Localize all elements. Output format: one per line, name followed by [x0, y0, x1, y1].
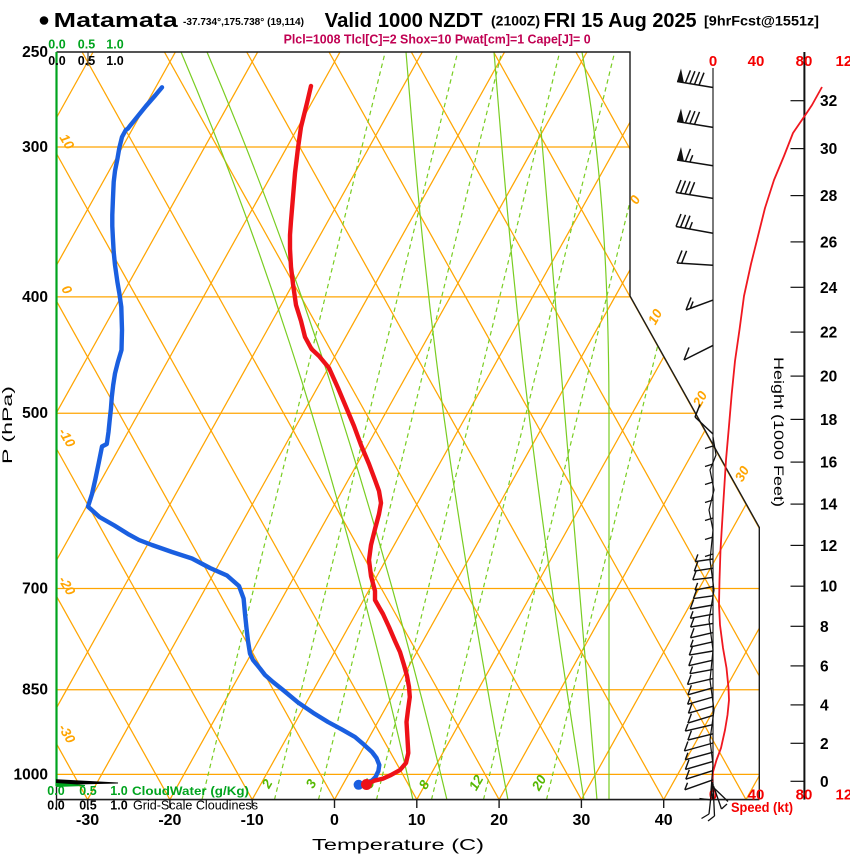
svg-text:80: 80	[796, 53, 813, 70]
svg-text:0.5: 0.5	[78, 38, 95, 52]
svg-text:1.0: 1.0	[106, 38, 123, 52]
svg-text:0.0: 0.0	[47, 799, 64, 813]
svg-text:24: 24	[820, 280, 838, 297]
svg-text:30: 30	[732, 463, 753, 484]
svg-text:0.0: 0.0	[48, 38, 65, 52]
svg-text:0.0: 0.0	[47, 784, 64, 798]
svg-text:CloudWater (g/Kg): CloudWater (g/Kg)	[132, 784, 249, 798]
svg-text:22: 22	[820, 325, 837, 342]
svg-text:12: 12	[466, 772, 487, 793]
svg-text:0.5: 0.5	[79, 784, 96, 798]
svg-text:40: 40	[655, 812, 673, 829]
svg-text:32: 32	[820, 93, 837, 110]
svg-text:850: 850	[22, 682, 48, 699]
svg-text:1000: 1000	[14, 766, 48, 783]
svg-text:(2100Z): (2100Z)	[491, 13, 540, 29]
svg-text:0: 0	[709, 53, 717, 70]
svg-text:0: 0	[330, 812, 339, 829]
svg-text:20: 20	[689, 388, 710, 410]
svg-text:Grid-Scale Cloudiness: Grid-Scale Cloudiness	[133, 799, 258, 813]
svg-text:Plcl=1008 Tlcl[C]=2 Shox=10 Pw: Plcl=1008 Tlcl[C]=2 Shox=10 Pwat[cm]=1 C…	[284, 33, 591, 47]
svg-text:2: 2	[820, 736, 829, 753]
svg-text:10: 10	[408, 812, 426, 829]
svg-text:26: 26	[820, 234, 838, 251]
svg-text:10: 10	[820, 579, 837, 596]
svg-text:120: 120	[835, 53, 850, 70]
svg-text:Speed (kt): Speed (kt)	[731, 800, 793, 815]
svg-text:-30: -30	[76, 812, 99, 829]
svg-text:P (hPa): P (hPa)	[0, 386, 15, 464]
svg-text:80: 80	[796, 787, 813, 804]
svg-text:1.0: 1.0	[110, 784, 127, 798]
svg-text:FRI 15 Aug 2025: FRI 15 Aug 2025	[544, 10, 697, 32]
svg-text:-20: -20	[158, 812, 181, 829]
svg-text:6: 6	[820, 658, 829, 675]
svg-text:30: 30	[573, 812, 591, 829]
svg-text:16: 16	[820, 455, 838, 472]
svg-text:Valid 1000 NZDT: Valid 1000 NZDT	[325, 10, 483, 32]
svg-text:Temperature (C): Temperature (C)	[312, 837, 484, 854]
svg-text:0: 0	[820, 774, 829, 791]
svg-text:20: 20	[820, 369, 837, 386]
svg-text:[9hrFcst@1551z]: [9hrFcst@1551z]	[704, 14, 819, 29]
svg-text:-37.734°,175.738° (19,114): -37.734°,175.738° (19,114)	[183, 16, 304, 28]
svg-text:-10: -10	[241, 812, 264, 829]
svg-text:14: 14	[820, 497, 838, 514]
svg-text:40: 40	[748, 53, 765, 70]
svg-text:Matamata: Matamata	[54, 10, 179, 32]
svg-text:12: 12	[820, 538, 837, 555]
svg-text:1.0: 1.0	[106, 54, 123, 68]
svg-text:0.5: 0.5	[78, 54, 95, 68]
svg-text:10: 10	[645, 306, 666, 327]
svg-text:20: 20	[490, 812, 508, 829]
svg-text:20: 20	[528, 772, 549, 794]
svg-text:18: 18	[820, 412, 838, 429]
svg-text:4: 4	[820, 697, 829, 714]
svg-text:400: 400	[22, 289, 48, 306]
svg-text:8: 8	[820, 619, 829, 636]
svg-text:0.5: 0.5	[79, 799, 96, 813]
svg-text:0.0: 0.0	[48, 54, 65, 68]
svg-text:40: 40	[748, 787, 765, 804]
svg-text:700: 700	[22, 581, 48, 598]
svg-text:30: 30	[820, 141, 837, 158]
svg-text:250: 250	[22, 44, 48, 61]
svg-text:120: 120	[835, 787, 850, 804]
svg-text:1.0: 1.0	[110, 799, 127, 813]
svg-text:10: 10	[57, 131, 78, 152]
svg-text:300: 300	[22, 139, 48, 156]
svg-text:Height (1000 Feet): Height (1000 Feet)	[771, 357, 787, 507]
svg-text:500: 500	[22, 405, 48, 422]
svg-text:28: 28	[820, 188, 838, 205]
